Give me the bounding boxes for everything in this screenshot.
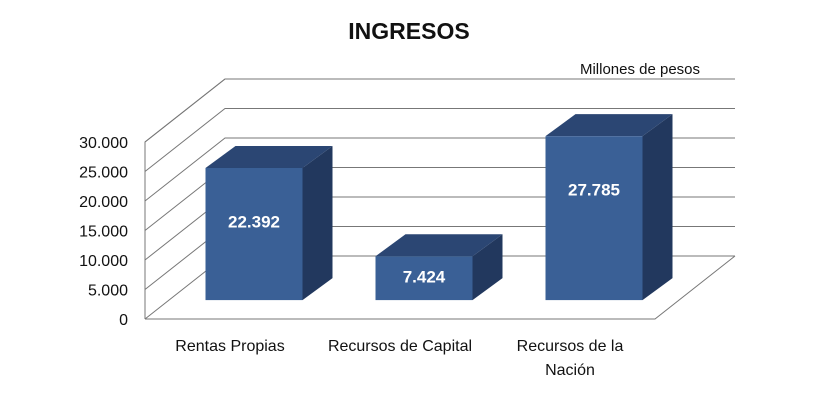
x-tick-label: Rentas Propias: [175, 338, 284, 355]
unit-label: Millones de pesos: [580, 61, 700, 78]
x-tick-label: Recursos de Capital: [328, 338, 472, 355]
chart-title: INGRESOS: [348, 18, 469, 44]
value-label: 27.785: [568, 181, 620, 200]
y-tick-label: 5.000: [88, 283, 128, 300]
value-label: 7.424: [403, 268, 446, 287]
x-tick-label: Recursos de la Nación: [517, 338, 624, 379]
bar-top: [375, 234, 503, 257]
y-tick-label: 10.000: [79, 253, 128, 270]
bar: [375, 256, 473, 301]
y-tick-label: 25.000: [79, 165, 128, 182]
grid-line: [144, 108, 735, 172]
bar: [205, 167, 303, 301]
y-tick-label: 20.000: [79, 194, 128, 211]
y-tick-label: 30.000: [79, 135, 128, 152]
grid-line: [144, 78, 735, 143]
bar-side: [302, 145, 333, 301]
floor: [145, 255, 736, 320]
y-tick-label: 0: [119, 312, 128, 329]
y-tick-label: 15.000: [79, 224, 128, 241]
bar-side: [472, 234, 503, 301]
bar-side: [642, 114, 673, 301]
value-label: 22.392: [228, 212, 280, 231]
bar-top: [545, 114, 673, 137]
bar-top: [205, 145, 333, 168]
bar: [545, 136, 643, 301]
